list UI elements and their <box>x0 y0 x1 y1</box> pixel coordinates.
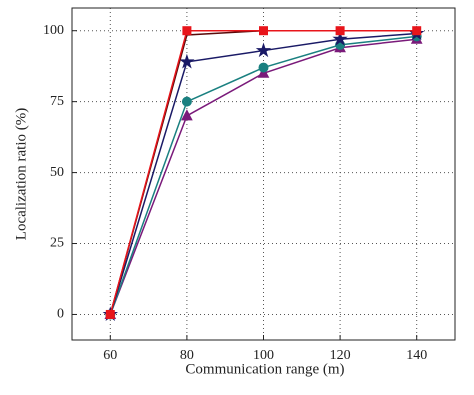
x-tick-label: 80 <box>180 348 194 363</box>
y-tick-label: 100 <box>43 23 64 38</box>
y-tick-label: 25 <box>50 236 64 251</box>
y-tick-label: 50 <box>50 165 64 180</box>
y-tick-label: 0 <box>57 307 64 322</box>
marker <box>181 96 192 107</box>
marker <box>258 62 269 73</box>
marker <box>179 53 195 69</box>
marker <box>105 309 115 319</box>
marker <box>255 42 272 58</box>
x-tick-label: 120 <box>330 348 351 363</box>
x-axis-label: Communication range (m) <box>185 361 344 377</box>
marker <box>412 26 422 36</box>
marker <box>259 26 268 36</box>
x-tick-label: 100 <box>253 348 274 363</box>
x-tick-label: 140 <box>406 348 427 363</box>
plot-frame <box>71 7 456 341</box>
y-tick-label: 75 <box>50 94 64 109</box>
marker <box>182 26 192 36</box>
x-tick-label: 60 <box>103 348 117 363</box>
marker <box>332 31 348 46</box>
y-axis-label: Localization ratio (%) <box>13 108 29 240</box>
marker <box>335 26 345 36</box>
marker <box>181 109 193 121</box>
